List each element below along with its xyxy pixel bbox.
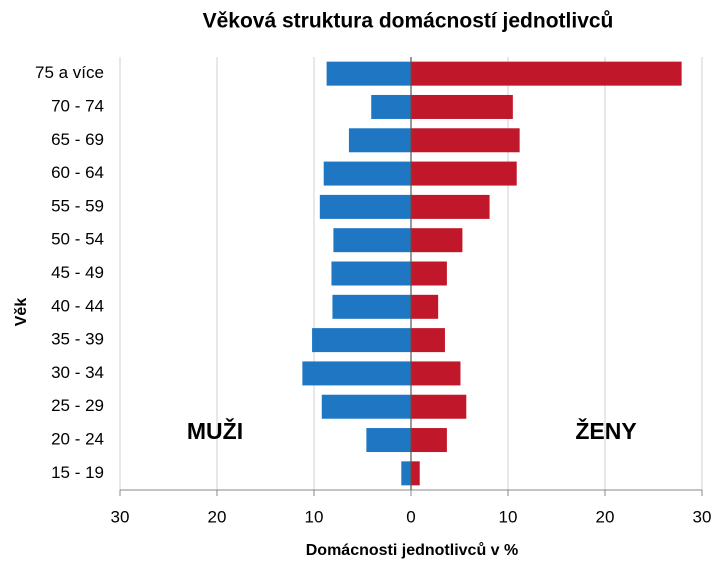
series-label: MUŽI xyxy=(187,417,243,444)
x-tick-label: 0 xyxy=(406,507,415,526)
bar xyxy=(411,428,447,453)
bar xyxy=(411,294,439,319)
y-tick-label: 75 a více xyxy=(35,63,104,82)
x-axis-label: Domácnosti jednotlivců v % xyxy=(306,542,518,559)
bar xyxy=(411,328,445,353)
bar xyxy=(348,128,411,153)
y-tick-label: 20 - 24 xyxy=(51,430,104,449)
bar xyxy=(302,361,411,386)
bar xyxy=(332,294,411,319)
y-tick-label: 15 - 19 xyxy=(51,463,104,482)
bar xyxy=(411,194,490,219)
bar xyxy=(411,61,682,86)
y-tick-label: 25 - 29 xyxy=(51,396,104,415)
bar xyxy=(333,228,411,253)
x-tick-label: 10 xyxy=(499,507,518,526)
y-axis-label: Věk xyxy=(13,298,30,327)
bar xyxy=(401,461,411,486)
x-tick-label: 20 xyxy=(596,507,615,526)
y-tick-label: 30 - 34 xyxy=(51,363,104,382)
y-tick-label: 70 - 74 xyxy=(51,96,104,115)
bar xyxy=(411,261,447,286)
bar xyxy=(371,94,411,119)
bar xyxy=(326,61,411,86)
x-tick-label: 30 xyxy=(693,507,712,526)
bar xyxy=(319,194,411,219)
x-tick-label: 10 xyxy=(305,507,324,526)
x-tick-label: 20 xyxy=(208,507,227,526)
bar xyxy=(411,128,520,153)
bar xyxy=(321,394,411,419)
x-tick-label: 30 xyxy=(111,507,130,526)
bar xyxy=(366,428,411,453)
series-label: ŽENY xyxy=(575,417,636,444)
bar xyxy=(411,94,513,119)
bar xyxy=(411,228,463,253)
bar xyxy=(411,394,467,419)
bar xyxy=(331,261,411,286)
bar xyxy=(411,361,461,386)
y-tick-label: 65 - 69 xyxy=(51,130,104,149)
chart-title: Věková struktura domácností jednotlivců xyxy=(203,10,614,33)
y-tick-label: 35 - 39 xyxy=(51,330,104,349)
y-tick-label: 50 - 54 xyxy=(51,230,104,249)
y-tick-label: 55 - 59 xyxy=(51,196,104,215)
y-tick-label: 40 - 44 xyxy=(51,296,104,315)
bar xyxy=(323,161,411,186)
bar xyxy=(411,461,420,486)
bar xyxy=(312,328,411,353)
y-tick-label: 45 - 49 xyxy=(51,263,104,282)
bar xyxy=(411,161,517,186)
y-tick-label: 60 - 64 xyxy=(51,163,104,182)
